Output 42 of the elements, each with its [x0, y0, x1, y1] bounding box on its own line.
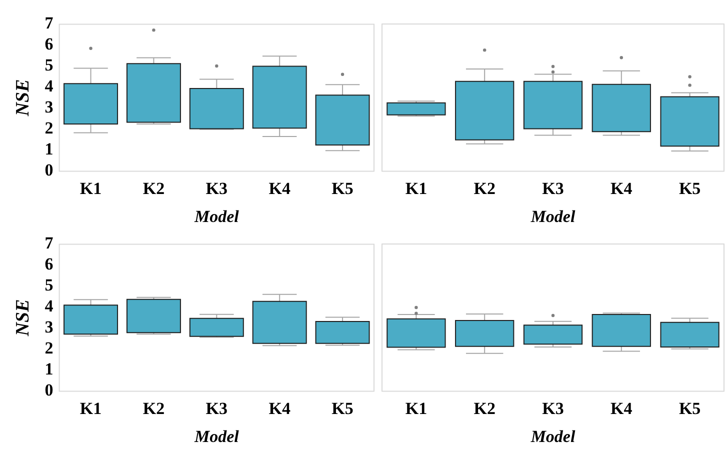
x-tick-label: K2: [142, 398, 165, 418]
y-tick-label: 7: [44, 234, 54, 253]
x-tick-label: K5: [678, 178, 701, 198]
y-tick-label: 6: [44, 254, 54, 274]
y-tick-label: 2: [44, 118, 54, 138]
y-tick-label: 5: [44, 56, 54, 75]
x-tick-label: K2: [474, 398, 496, 418]
y-tick-label: 3: [44, 318, 54, 337]
y-tick-label: 6: [44, 34, 54, 54]
y-tick-label: 4: [44, 296, 54, 316]
x-axis-title: Model: [193, 427, 240, 446]
x-tick-label: K5: [332, 398, 354, 418]
y-tick-label: 1: [44, 360, 54, 379]
y-tick-label: 5: [44, 276, 54, 295]
y-tick-label: 2: [44, 338, 54, 358]
x-tick-label: K5: [678, 398, 701, 418]
x-tick-label: K1: [405, 398, 428, 418]
x-tick-label: K3: [206, 398, 228, 418]
x-axis-title: Model: [530, 207, 576, 226]
y-tick-label: 1: [44, 140, 54, 159]
y-tick-label: 7: [44, 14, 54, 33]
x-tick-label: K3: [206, 178, 228, 198]
x-tick-label: K4: [268, 398, 291, 418]
x-tick-label: K3: [542, 178, 564, 198]
y-tick-label: 0: [44, 160, 54, 180]
x-tick-label: K2: [142, 178, 165, 198]
x-tick-label: K4: [610, 178, 633, 198]
x-tick-label: K2: [474, 178, 496, 198]
x-axis-title: Model: [530, 427, 576, 446]
x-tick-label: K1: [80, 398, 102, 418]
x-tick-label: K5: [332, 178, 354, 198]
x-axis-title: Model: [193, 207, 240, 226]
x-tick-label: K4: [268, 178, 291, 198]
y-tick-label: 0: [44, 380, 54, 400]
y-axis-title: NSE: [12, 299, 34, 338]
x-tick-label: K4: [610, 398, 633, 418]
y-axis-title: NSE: [12, 79, 34, 118]
y-tick-label: 3: [44, 98, 54, 117]
x-tick-label: K3: [542, 398, 564, 418]
x-tick-label: K1: [405, 178, 428, 198]
y-tick-label: 4: [44, 76, 54, 96]
x-tick-label: K1: [80, 178, 102, 198]
